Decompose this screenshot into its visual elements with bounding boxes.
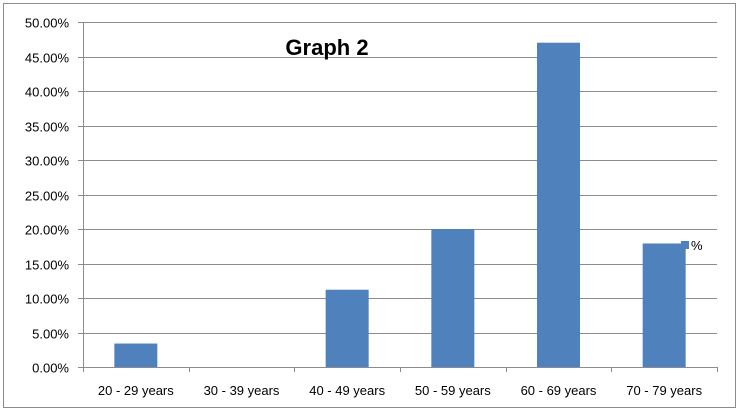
bars (114, 42, 686, 367)
y-tick-label: 45.00% (25, 51, 70, 66)
y-tick-label: 25.00% (25, 189, 70, 204)
bar (642, 243, 686, 367)
gridlines (78, 22, 718, 372)
x-tick-labels: 20 - 29 years 30 - 39 years 40 - 49 years 5… (98, 383, 703, 398)
y-tick-labels: 0.00% 5.00% 10.00% 15.00% 20.00% 25.00% 30.00%… (25, 16, 70, 376)
y-tick-label: 40.00% (25, 85, 70, 100)
y-tick-label: 5.00% (32, 327, 69, 342)
x-tick-label: 60 - 69 years (521, 383, 597, 398)
y-tick-label: 20.00% (25, 223, 70, 238)
chart-frame (3, 3, 736, 408)
bar (431, 229, 475, 367)
y-tick-label: 15.00% (25, 258, 70, 273)
y-tick-label: 0.00% (32, 361, 69, 376)
x-tick-label: 70 - 79 years (626, 383, 702, 398)
y-tick-label: 35.00% (25, 120, 70, 135)
bar (114, 343, 158, 367)
x-tick-label: 30 - 39 years (204, 383, 280, 398)
bar (325, 289, 369, 367)
legend-label: % (691, 238, 703, 253)
x-tick-label: 20 - 29 years (98, 383, 174, 398)
y-tick-label: 30.00% (25, 154, 70, 169)
bar (537, 42, 580, 367)
x-tick-label: 50 - 59 years (415, 383, 491, 398)
legend-swatch (681, 241, 689, 249)
legend: % (681, 238, 703, 253)
chart-title: Graph 2 (285, 35, 368, 60)
y-tick-label: 50.00% (25, 16, 70, 31)
x-tick-label: 40 - 49 years (309, 383, 385, 398)
y-tick-label: 10.00% (25, 292, 70, 307)
